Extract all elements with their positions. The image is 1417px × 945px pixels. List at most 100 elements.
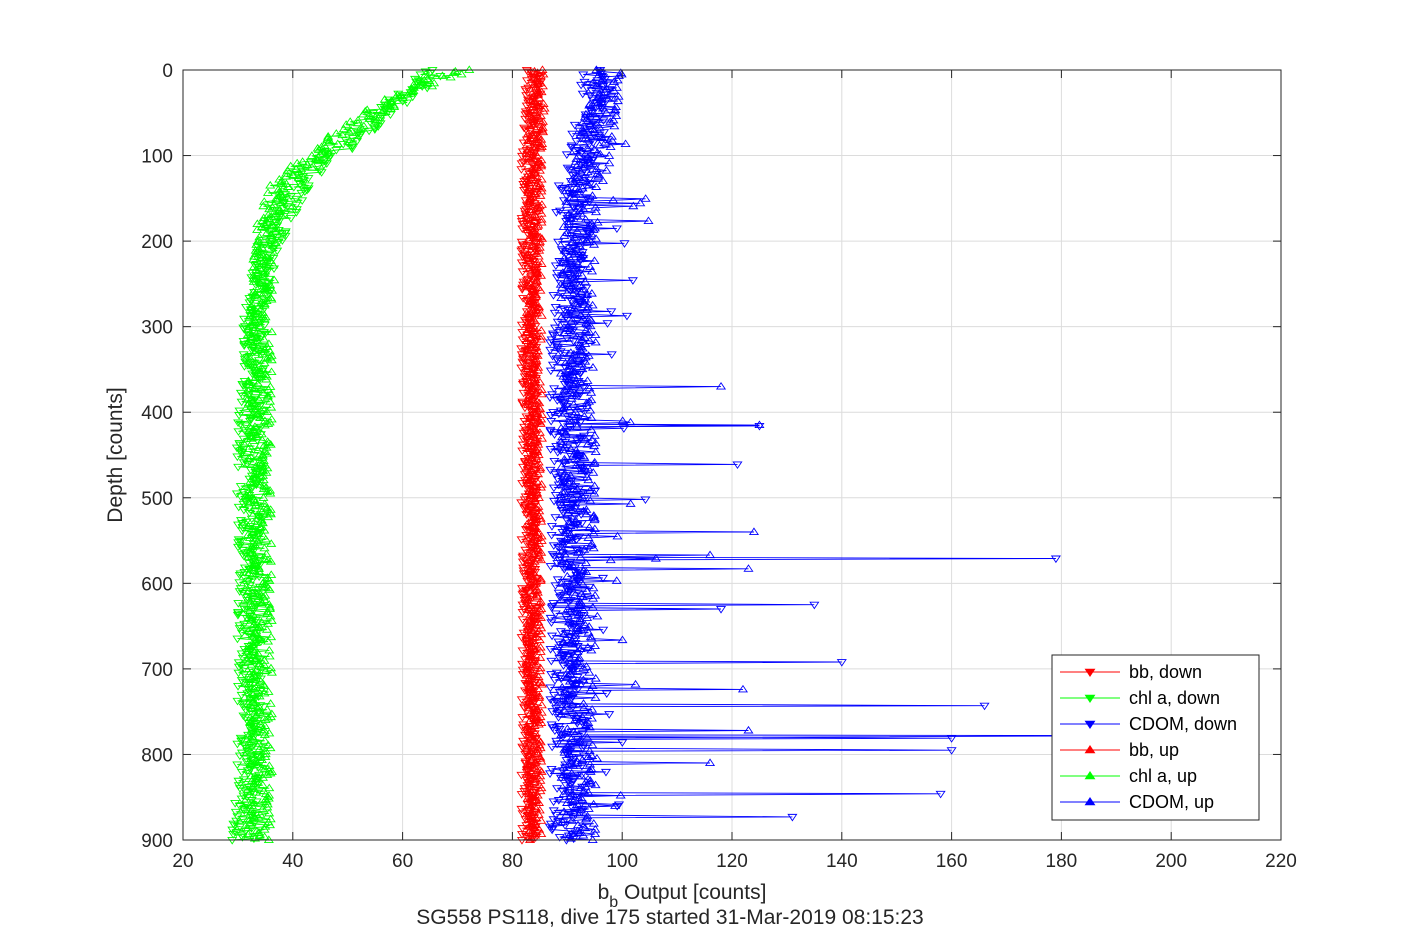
data-point xyxy=(550,303,561,312)
data-point xyxy=(525,280,536,288)
data-point xyxy=(531,306,542,315)
data-point xyxy=(528,580,539,589)
data-point xyxy=(532,592,543,601)
data-point xyxy=(252,685,263,694)
data-point xyxy=(239,807,250,815)
data-point xyxy=(257,450,268,458)
data-point xyxy=(604,151,615,159)
data-point xyxy=(556,579,567,587)
data-point xyxy=(251,589,262,598)
data-point xyxy=(268,260,279,269)
data-point xyxy=(567,639,578,648)
data-point xyxy=(547,743,558,752)
data-point xyxy=(533,810,544,818)
data-point xyxy=(526,792,538,801)
data-point xyxy=(556,290,567,299)
data-point xyxy=(562,798,573,806)
data-point xyxy=(582,143,593,152)
data-point xyxy=(568,796,579,805)
data-point xyxy=(586,266,598,275)
data-point xyxy=(266,212,277,220)
data-point xyxy=(523,152,534,161)
data-point xyxy=(524,564,535,572)
data-point xyxy=(533,100,544,109)
legend-entry-label: CDOM, up xyxy=(1129,792,1214,812)
data-point xyxy=(606,308,617,316)
legend-marker xyxy=(1084,797,1096,806)
data-point xyxy=(250,323,261,331)
data-point xyxy=(317,146,328,155)
data-point xyxy=(575,130,586,139)
data-point xyxy=(581,114,592,122)
data-point xyxy=(530,762,542,771)
data-point xyxy=(560,386,571,395)
data-point xyxy=(591,65,602,73)
data-point xyxy=(262,392,273,401)
data-point xyxy=(565,780,576,789)
data-point xyxy=(522,136,534,145)
data-point xyxy=(281,169,292,177)
data-point xyxy=(257,506,268,515)
legend-marker xyxy=(1084,745,1096,754)
data-point xyxy=(263,512,274,521)
data-point xyxy=(234,407,245,416)
data-point xyxy=(565,355,576,364)
legend: bb, down chl a, down CDOM, down bb, up chl a… xyxy=(1051,654,1260,821)
y-tick-label: 800 xyxy=(141,745,173,766)
data-point xyxy=(596,104,607,112)
data-point xyxy=(530,804,542,812)
data-point xyxy=(604,711,615,719)
data-point xyxy=(264,790,275,799)
series-cdom-down xyxy=(544,67,1061,845)
data-point xyxy=(249,647,260,655)
data-point xyxy=(549,385,560,393)
data-point xyxy=(531,477,542,485)
data-point xyxy=(257,216,268,225)
data-point xyxy=(596,80,607,88)
data-point xyxy=(259,688,270,697)
data-point xyxy=(251,788,262,796)
data-point xyxy=(282,166,293,174)
data-point xyxy=(565,607,576,615)
data-point xyxy=(580,558,591,567)
data-point xyxy=(523,400,534,408)
data-point xyxy=(557,268,568,276)
data-point xyxy=(522,595,533,604)
data-point xyxy=(538,106,549,115)
data-point xyxy=(266,668,277,676)
data-point xyxy=(544,770,556,778)
data-point xyxy=(246,798,257,806)
data-point xyxy=(578,703,589,712)
data-point xyxy=(266,367,277,376)
data-point xyxy=(517,268,528,276)
data-point xyxy=(268,265,280,274)
data-point xyxy=(271,223,282,232)
data-point xyxy=(270,209,281,217)
data-point xyxy=(518,389,529,398)
data-point xyxy=(545,367,556,376)
data-point xyxy=(529,228,540,236)
data-point xyxy=(407,93,418,102)
data-point xyxy=(353,133,365,142)
data-point xyxy=(531,290,542,299)
data-point xyxy=(615,790,626,799)
data-point xyxy=(525,367,536,376)
data-point xyxy=(262,619,273,627)
data-point xyxy=(533,450,544,458)
data-point xyxy=(579,411,590,420)
data-point xyxy=(546,523,558,531)
data-point xyxy=(558,762,569,771)
data-point xyxy=(255,675,266,684)
data-point xyxy=(291,201,302,210)
data-point xyxy=(536,816,547,824)
data-point xyxy=(588,543,599,552)
data-point xyxy=(598,117,609,125)
data-point xyxy=(266,632,277,641)
y-tick-label: 500 xyxy=(141,489,173,510)
data-point xyxy=(272,247,283,256)
data-point xyxy=(946,747,957,755)
data-point xyxy=(580,357,591,365)
data-point xyxy=(584,327,595,336)
data-point xyxy=(369,126,380,134)
data-point xyxy=(594,123,605,131)
